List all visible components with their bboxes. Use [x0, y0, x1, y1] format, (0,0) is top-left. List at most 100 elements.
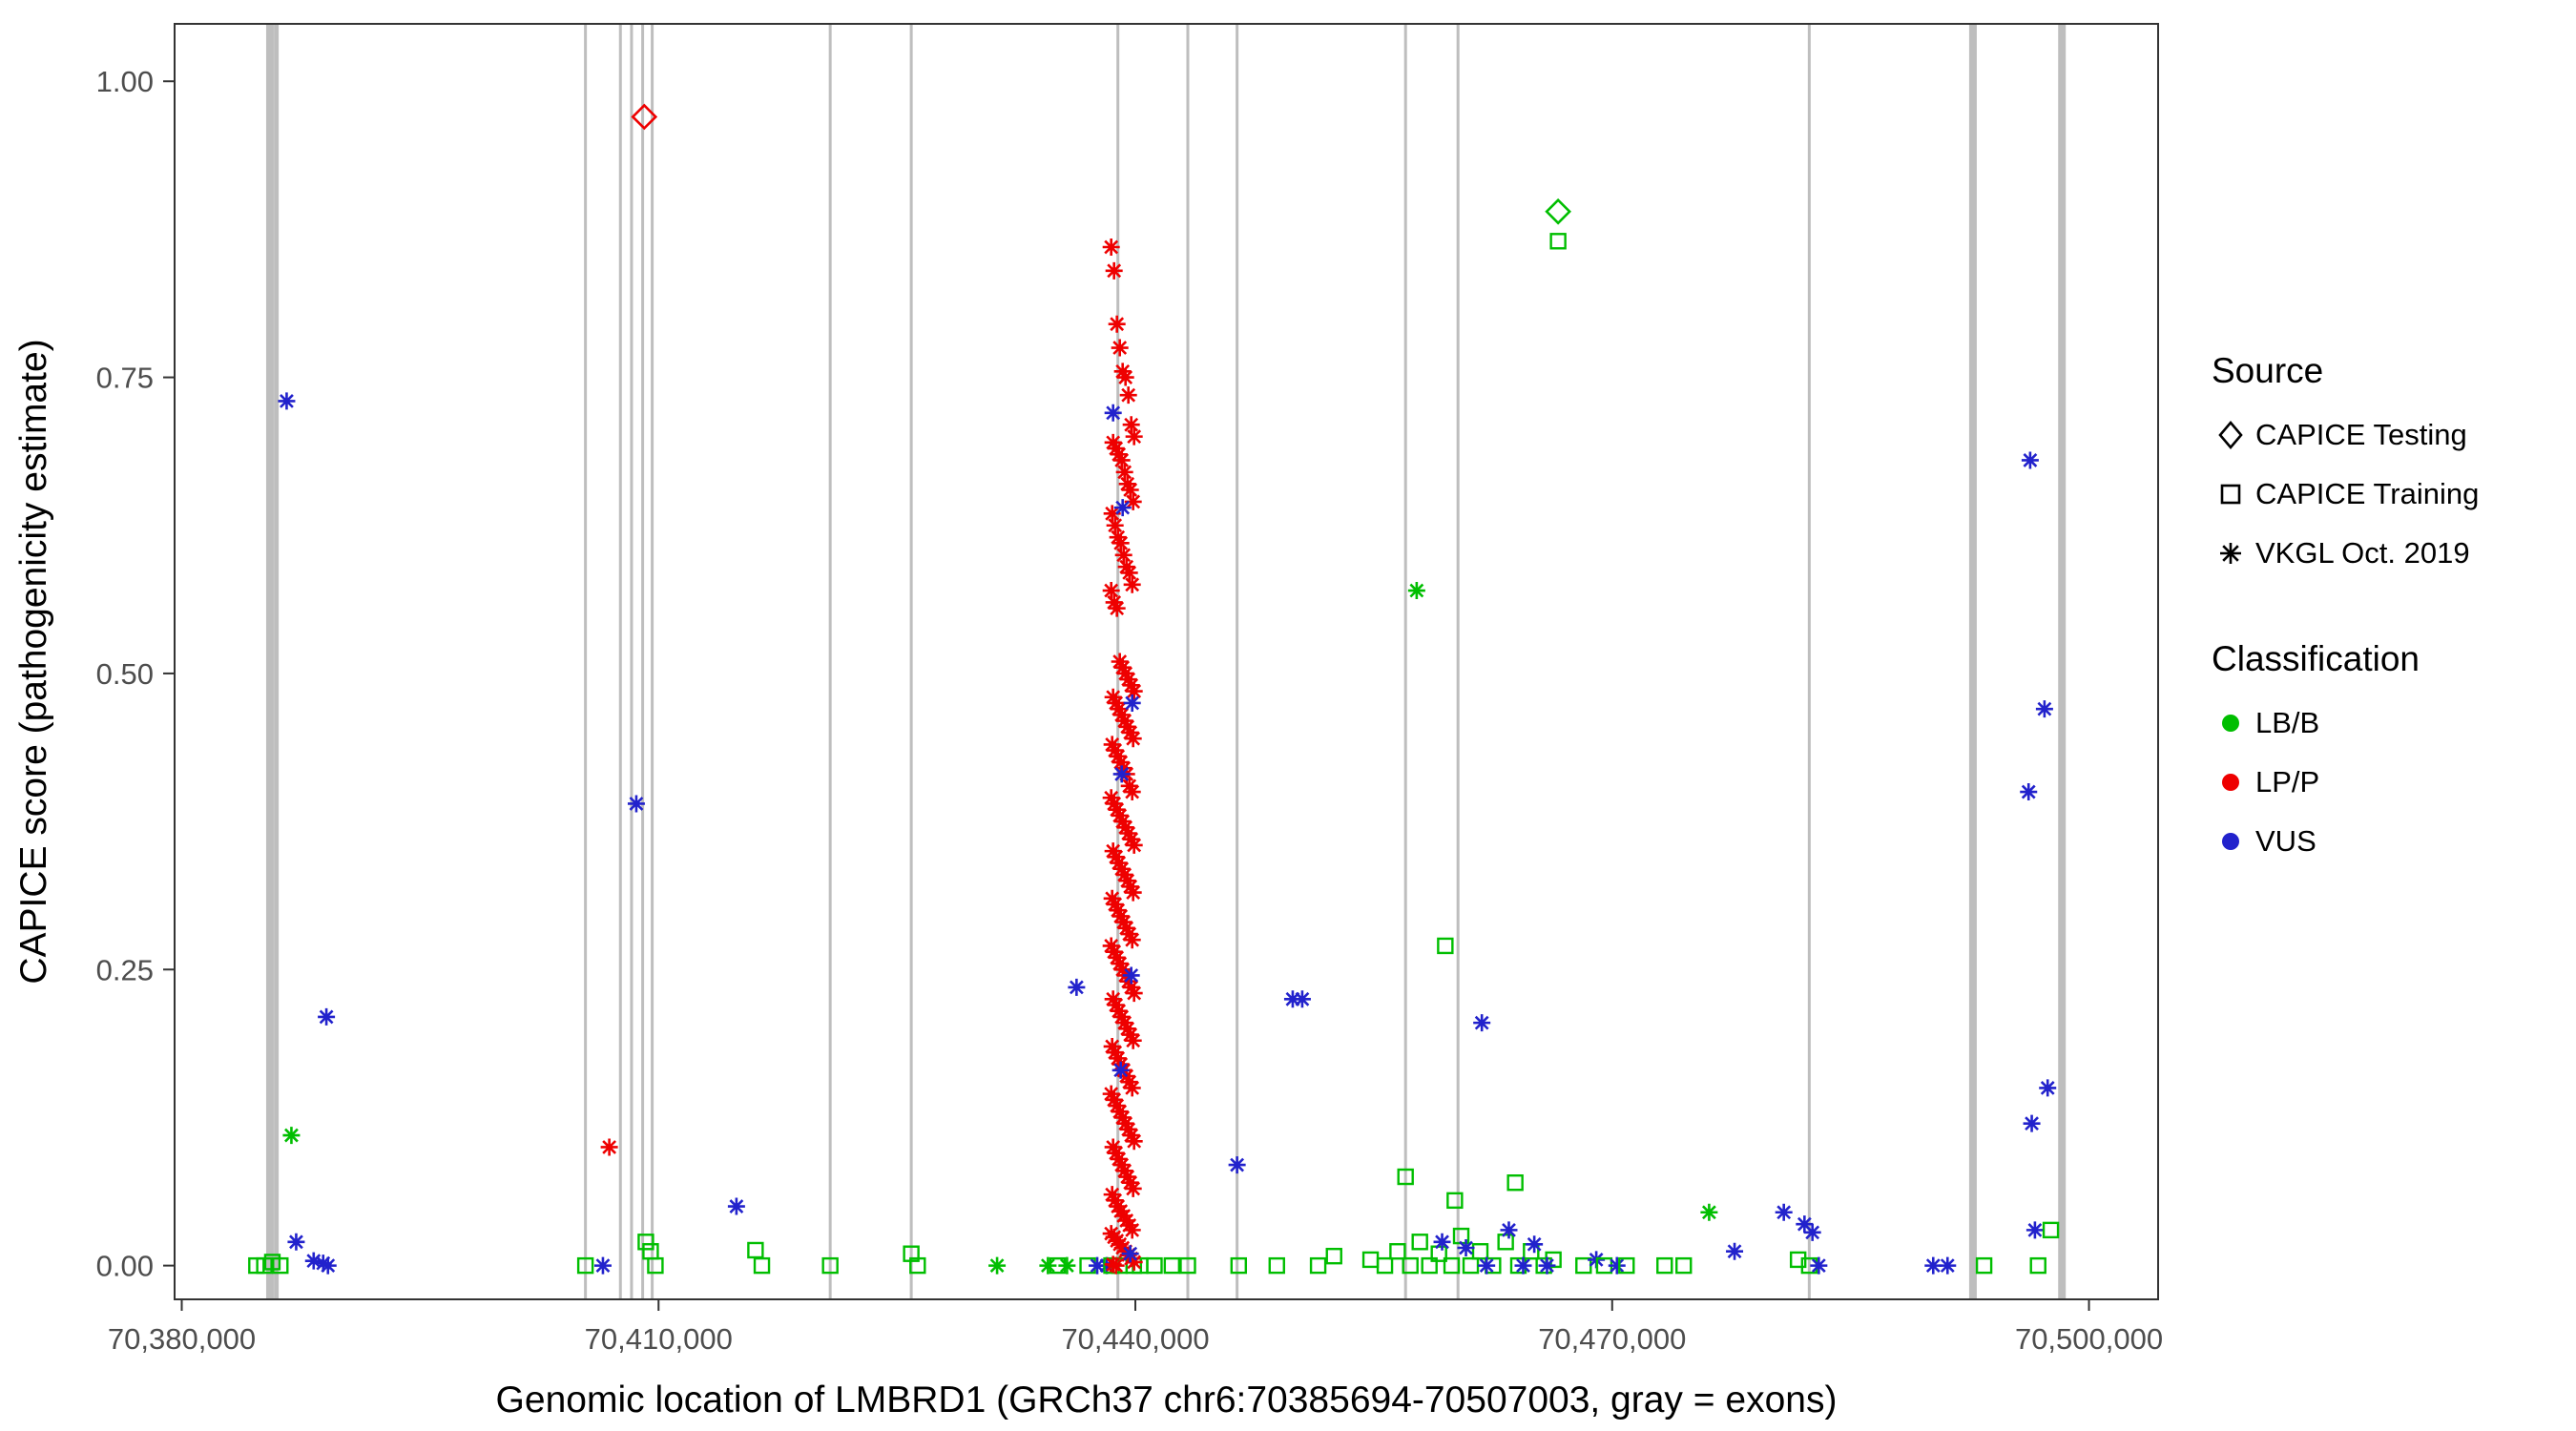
data-point-asterisk [1122, 1127, 1140, 1145]
data-point-asterisk [278, 392, 296, 410]
data-point-asterisk [1112, 765, 1131, 783]
data-point-asterisk [1110, 700, 1128, 718]
data-point-asterisk [1939, 1256, 1957, 1275]
data-point-asterisk [600, 1138, 618, 1156]
data-point-asterisk [1924, 1256, 1942, 1275]
data-point-asterisk [1102, 1085, 1120, 1103]
data-point-asterisk [1113, 961, 1132, 979]
data-point-asterisk [1113, 813, 1132, 831]
data-point-asterisk [1803, 1223, 1821, 1241]
data-point-asterisk [1113, 499, 1132, 517]
data-point-asterisk [1106, 516, 1124, 534]
circle-icon [2212, 704, 2255, 742]
legend-item-lpp: LP/P [2212, 763, 2479, 801]
data-point-asterisk [1111, 1103, 1129, 1121]
data-point-asterisk [1111, 754, 1130, 772]
data-point-square [1443, 1256, 1461, 1275]
data-point-asterisk [627, 795, 645, 813]
data-point-asterisk [1119, 824, 1137, 842]
data-point-asterisk [1407, 582, 1425, 600]
data-point-square [1146, 1256, 1163, 1275]
data-point-asterisk [1113, 363, 1132, 381]
data-point-asterisk [1107, 1144, 1125, 1162]
data-point-asterisk [1104, 404, 1122, 422]
data-point-asterisk [1116, 1114, 1134, 1132]
data-point-asterisk [1121, 723, 1139, 741]
data-point-asterisk [1109, 529, 1127, 547]
data-point-asterisk [1109, 1049, 1127, 1068]
legend-item-label: CAPICE Testing [2255, 418, 2467, 451]
data-point-asterisk [1122, 966, 1140, 985]
data-point-asterisk [1102, 582, 1120, 600]
data-point-asterisk [2021, 451, 2039, 469]
data-point-square [1325, 1247, 1342, 1265]
data-point-asterisk [1123, 1079, 1141, 1097]
data-point-asterisk [1058, 1256, 1076, 1275]
data-point-asterisk [1538, 1256, 1556, 1275]
data-point-asterisk [1125, 836, 1143, 854]
data-point-asterisk [1514, 1256, 1532, 1275]
data-point-asterisk [1107, 694, 1125, 712]
data-point-asterisk [1108, 1097, 1126, 1115]
data-point-asterisk [1121, 481, 1139, 499]
data-point-asterisk [1810, 1256, 1828, 1275]
legend-item-vkgl: VKGL Oct. 2019 [2212, 534, 2479, 572]
legend-item-capice-testing: CAPICE Testing [2212, 416, 2479, 454]
data-point-asterisk [1109, 902, 1127, 920]
data-point-asterisk [727, 1197, 745, 1215]
data-point-square [1402, 1256, 1419, 1275]
data-point-square [1471, 1243, 1489, 1260]
data-point-asterisk [1122, 416, 1140, 434]
data-point-asterisk [1107, 996, 1125, 1014]
data-point-asterisk [1457, 1239, 1475, 1256]
data-point-asterisk [1104, 842, 1122, 861]
data-point-asterisk [1120, 1216, 1138, 1234]
data-point-asterisk [1110, 446, 1128, 464]
y-axis: 0.00 0.25 0.50 0.75 1.00 CAPICE score (pathog… [13, 65, 175, 1283]
y-tick-label: 0.75 [96, 362, 154, 395]
data-point-asterisk [1726, 1242, 1744, 1260]
data-point-asterisk [1116, 368, 1134, 386]
data-point-asterisk [1106, 895, 1124, 913]
data-point-square [576, 1256, 594, 1275]
data-point-asterisk [1775, 1203, 1793, 1221]
data-point-asterisk [2039, 1079, 2057, 1097]
square-icon [2212, 475, 2255, 513]
data-point-square [1389, 1243, 1406, 1260]
data-point-asterisk [1500, 1221, 1518, 1239]
data-point-asterisk [1111, 653, 1129, 671]
data-point-asterisk [1124, 1031, 1142, 1049]
data-point-asterisk [1110, 1002, 1128, 1020]
y-tick-label: 1.00 [96, 65, 154, 98]
data-point-asterisk [1118, 872, 1136, 890]
x-tick-label: 70,440,000 [1061, 1322, 1209, 1356]
data-point-square [647, 1256, 664, 1275]
data-point-asterisk [1120, 1073, 1138, 1091]
data-point-asterisk [1108, 599, 1126, 617]
data-point-asterisk [1108, 800, 1126, 819]
data-point-square [1789, 1251, 1807, 1269]
data-point-asterisk [1115, 463, 1133, 481]
data-point-asterisk [1125, 985, 1143, 1003]
data-point-asterisk [1124, 1179, 1142, 1197]
data-point-square [1446, 1192, 1464, 1210]
data-point-asterisk [1111, 1061, 1130, 1079]
data-point-asterisk [1111, 907, 1130, 925]
data-point-asterisk [1112, 1007, 1131, 1026]
data-point-asterisk [1110, 1150, 1128, 1168]
data-point-asterisk [1116, 819, 1134, 837]
data-point-square [1618, 1256, 1635, 1275]
data-point-square [1268, 1256, 1285, 1275]
data-point-asterisk [1124, 492, 1142, 510]
circle-icon [2212, 822, 2255, 861]
legend-classification-title: Classification [2212, 639, 2420, 678]
legend-source-title: Source [2212, 351, 2324, 390]
data-point-asterisk [1106, 741, 1124, 759]
data-point-asterisk [1103, 1186, 1121, 1204]
data-point-asterisk [1108, 948, 1126, 966]
data-point-asterisk [318, 1007, 336, 1026]
x-tick-label: 70,500,000 [2015, 1322, 2163, 1356]
data-point-asterisk [1102, 937, 1120, 955]
data-point-asterisk [1114, 1207, 1132, 1225]
diamond-icon [2212, 416, 2255, 454]
